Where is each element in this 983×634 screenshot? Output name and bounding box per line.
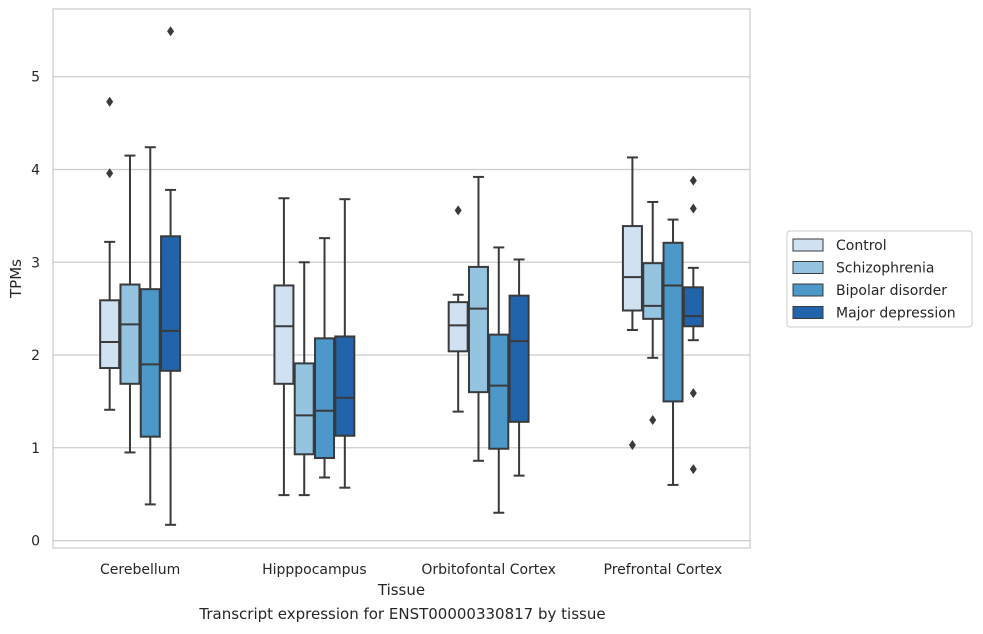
legend-swatch [792, 238, 824, 252]
series-control [99, 96, 643, 497]
box [447, 301, 469, 353]
box-group [662, 218, 684, 486]
box [467, 265, 489, 394]
box [682, 286, 704, 328]
box [334, 335, 356, 437]
outlier-point [106, 168, 114, 179]
outlier-point [689, 203, 697, 214]
box [99, 299, 121, 370]
legend-swatch [792, 306, 824, 319]
box-group [447, 205, 469, 413]
x-tick-label: Cerebellum [100, 562, 180, 578]
box [314, 337, 336, 460]
series-major-depression [160, 26, 704, 526]
outlier-point [689, 388, 697, 399]
y-axis-title: TPMs [7, 259, 25, 299]
y-tick-label: 4 [31, 162, 40, 178]
legend-label: Control [836, 238, 887, 254]
legend-label: Schizophrenia [836, 261, 934, 277]
box-layer [99, 26, 704, 526]
box-group [621, 156, 643, 451]
box-group [642, 200, 664, 425]
series-schizophrenia [119, 154, 664, 497]
outlier-point [628, 440, 636, 451]
chart-caption: Transcript expression for ENST0000033081… [199, 605, 606, 623]
y-tick-label: 3 [31, 255, 40, 271]
box-group [293, 261, 315, 497]
box [488, 333, 510, 450]
box [119, 283, 141, 385]
outlier-point [649, 414, 657, 425]
box-group [314, 237, 336, 479]
legend-label: Major depression [836, 306, 956, 322]
box [621, 225, 643, 312]
plot-frame [52, 8, 751, 549]
box-group [119, 154, 141, 454]
legend-frame [786, 230, 973, 328]
box [139, 288, 161, 438]
x-tick-label: Hipppocampus [262, 562, 367, 578]
box-group [139, 146, 161, 506]
box-group [467, 175, 489, 462]
x-axis-title: Tissue [377, 581, 425, 599]
legend-swatch [792, 261, 824, 274]
outlier-point [167, 26, 175, 37]
series-bipolar-disorder [139, 146, 684, 514]
box [273, 284, 295, 385]
box-group [99, 96, 121, 411]
x-tick-label: Orbitofontal Cortex [421, 562, 556, 578]
y-tick-label: 0 [31, 534, 40, 550]
box [642, 262, 664, 320]
outlier-point [454, 205, 462, 216]
legend-label: Bipolar disorder [836, 283, 947, 299]
outlier-point [689, 175, 697, 186]
y-tick-labels: 0 1 2 3 4 5 [31, 70, 40, 550]
outlier-point [106, 96, 114, 107]
y-tick-label: 2 [31, 348, 40, 364]
box-group [334, 198, 356, 489]
box [662, 241, 684, 403]
outlier-point [689, 464, 697, 475]
box [160, 235, 182, 372]
box [508, 294, 530, 423]
x-tick-labels: Cerebellum Hipppocampus Orbitofontal Corte… [100, 562, 722, 578]
y-tick-label: 5 [31, 70, 40, 86]
x-tick-label: Prefrontal Cortex [604, 562, 723, 578]
box-group [273, 197, 295, 497]
box-group [160, 26, 182, 526]
box-group [488, 246, 510, 514]
legend-swatch [792, 283, 824, 297]
legend: Control Schizophrenia Bipolar disorder Majo… [786, 230, 973, 328]
y-tick-label: 1 [31, 441, 40, 457]
box-group [508, 258, 530, 477]
box-group [682, 175, 704, 475]
box [293, 362, 315, 456]
